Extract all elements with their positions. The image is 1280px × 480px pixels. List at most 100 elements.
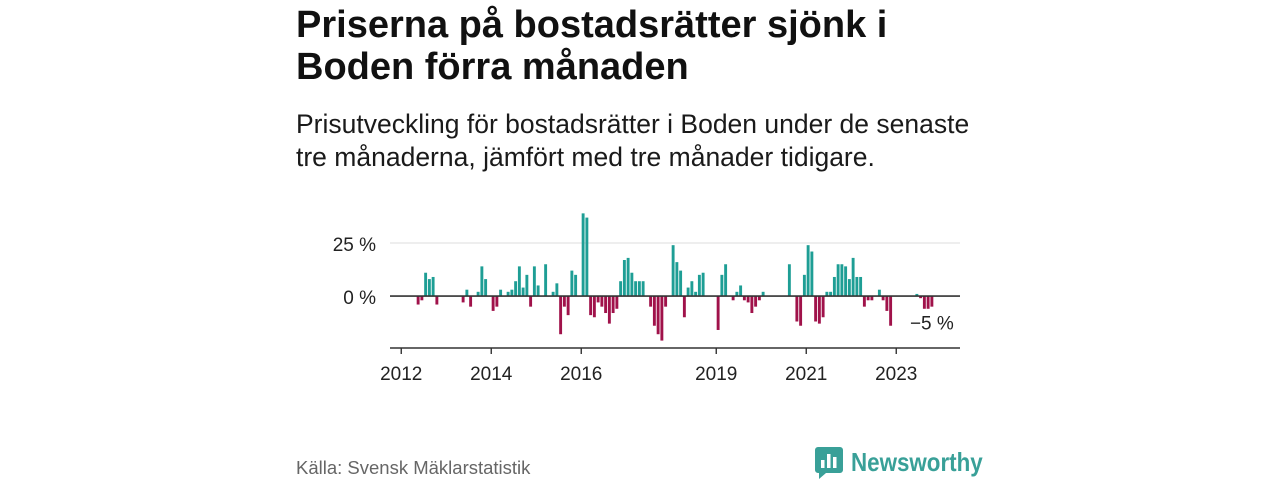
bar-negative: [922, 296, 926, 309]
bar-positive: [675, 262, 679, 297]
bar-negative: [604, 296, 608, 314]
bar-positive: [671, 245, 675, 297]
source-note: Källa: Svensk Mäklarstatistik: [296, 457, 531, 478]
bar-negative: [566, 296, 570, 316]
bar-negative: [420, 296, 424, 301]
bar-positive: [720, 274, 724, 297]
bar-positive: [761, 291, 765, 297]
bar-positive: [517, 266, 521, 297]
bar-positive: [555, 283, 559, 297]
bar-negative: [881, 296, 885, 301]
x-tick-label: 2012: [380, 364, 422, 385]
bar-negative: [461, 296, 465, 303]
bar-positive: [544, 264, 548, 297]
newsworthy-logo-icon: [815, 447, 843, 479]
bar-negative: [919, 296, 923, 299]
bar-negative: [870, 296, 874, 301]
bar-positive: [536, 285, 540, 297]
bar-negative: [799, 296, 803, 326]
bar-positive: [859, 276, 863, 297]
bar-negative: [495, 296, 499, 307]
bar-negative: [435, 296, 439, 305]
bar-positive: [735, 291, 739, 297]
bar-positive: [679, 270, 683, 297]
bar-positive: [574, 274, 578, 297]
bar-negative: [656, 296, 660, 335]
y-tick-label: 0 %: [343, 288, 376, 309]
bar-positive: [739, 285, 743, 297]
bar-negative: [926, 296, 930, 309]
bar-positive: [476, 291, 480, 297]
last-value-label: −5 %: [910, 314, 954, 335]
bar-negative: [716, 296, 720, 330]
bar-positive: [844, 266, 848, 297]
bar-negative: [754, 296, 758, 307]
bar-negative: [664, 296, 668, 307]
bar-positive: [847, 279, 851, 297]
bar-positive: [840, 264, 844, 297]
bar-negative: [682, 296, 686, 318]
bar-positive: [480, 266, 484, 297]
logo-text: Newsworthy: [851, 447, 983, 477]
bar-positive: [810, 251, 814, 297]
bar-negative: [862, 296, 866, 307]
bar-negative: [660, 296, 664, 341]
bar-positive: [585, 217, 589, 297]
bar-positive: [514, 281, 518, 297]
bar-positive: [570, 270, 574, 297]
bar-positive: [427, 279, 431, 297]
x-tick-label: 2014: [470, 364, 513, 385]
bar-negative: [562, 296, 566, 307]
bar-negative: [615, 296, 619, 309]
bar-positive: [787, 264, 791, 297]
bar-positive: [836, 264, 840, 297]
bar-positive: [431, 276, 435, 297]
bar-negative: [596, 296, 600, 303]
logo-bar: [833, 457, 837, 468]
x-tick-label: 2021: [785, 364, 827, 385]
bar-positive: [525, 274, 529, 297]
x-tick-label: 2016: [560, 364, 602, 385]
bar-negative: [821, 296, 825, 318]
bar-positive: [499, 289, 503, 297]
chart-subtitle: Prisutveckling för bostadsrätter i Boden…: [296, 109, 970, 172]
bar-negative: [889, 296, 893, 326]
bar-positive: [851, 257, 855, 297]
bar-positive: [581, 213, 585, 297]
bar-negative: [742, 296, 746, 301]
x-tick-label: 2023: [875, 364, 917, 385]
bar-positive: [506, 291, 510, 297]
bar-positive: [641, 281, 645, 297]
bar-positive: [686, 287, 690, 297]
chart-title: Priserna på bostadsrätter sjönk i Boden …: [296, 4, 888, 88]
bar-positive: [484, 279, 488, 297]
bar-positive: [619, 281, 623, 297]
newsworthy-logo: Newsworthy: [815, 447, 985, 479]
bar-negative: [491, 296, 495, 311]
bar-positive: [465, 289, 469, 297]
bar-positive: [690, 281, 694, 297]
bar-positive: [521, 287, 525, 297]
bar-positive: [701, 272, 705, 297]
bar-negative: [600, 296, 604, 307]
bar-positive: [697, 274, 701, 297]
bar-negative: [814, 296, 818, 322]
bar-negative: [611, 296, 615, 314]
logo-bar: [821, 460, 825, 468]
bar-negative: [746, 296, 750, 303]
bar-positive: [634, 281, 638, 297]
bar-negative: [469, 296, 473, 307]
bar-positive: [832, 276, 836, 297]
bar-positive: [532, 266, 536, 297]
logo-bar: [827, 454, 831, 468]
bar-positive: [551, 291, 555, 297]
bar-negative: [885, 296, 889, 311]
bars: [416, 213, 934, 341]
x-tick-label: 2019: [695, 364, 737, 385]
bar-negative: [652, 296, 656, 326]
bar-positive: [877, 289, 881, 297]
bar-positive: [802, 274, 806, 297]
y-tick-label: 25 %: [333, 235, 376, 256]
bar-positive: [855, 276, 859, 297]
